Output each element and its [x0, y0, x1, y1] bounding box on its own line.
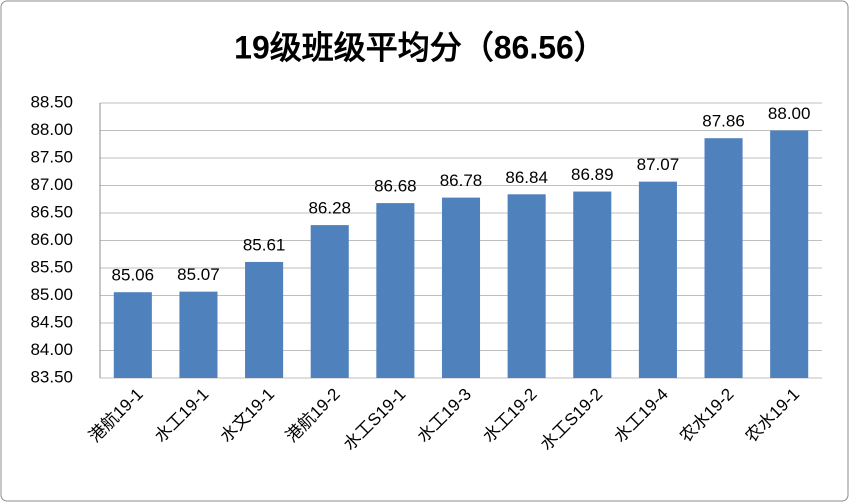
y-tick-label: 87.50	[30, 147, 73, 166]
bar	[638, 181, 677, 378]
value-label: 86.78	[440, 171, 483, 190]
chart-title: 19级班级平均分（86.56）	[234, 29, 606, 65]
y-tick-label: 86.50	[30, 202, 73, 221]
value-label: 85.61	[243, 235, 286, 254]
bar	[310, 225, 349, 378]
bar	[441, 197, 481, 378]
value-label: 86.68	[374, 177, 417, 196]
y-tick-label: 84.00	[30, 340, 73, 359]
y-tick-label: 86.00	[30, 230, 73, 249]
bar	[573, 191, 612, 378]
bar	[507, 194, 546, 378]
bar	[245, 261, 284, 378]
y-tick-label: 83.50	[30, 367, 73, 386]
bar	[179, 291, 218, 378]
y-tick-label: 85.00	[30, 285, 73, 304]
value-label: 85.07	[177, 265, 220, 284]
bar	[704, 138, 743, 378]
bar	[113, 292, 152, 378]
bar	[376, 203, 415, 378]
value-label: 86.84	[505, 168, 548, 187]
value-label: 88.00	[768, 104, 811, 123]
y-tick-label: 84.50	[30, 312, 73, 331]
bar	[770, 130, 809, 378]
y-tick-label: 88.50	[30, 92, 73, 111]
value-label: 85.06	[112, 266, 155, 285]
y-tick-label: 85.50	[30, 257, 73, 276]
y-tick-label: 87.00	[30, 175, 73, 194]
value-label: 87.86	[702, 112, 745, 131]
value-label: 86.28	[308, 199, 351, 218]
y-tick-label: 88.00	[30, 120, 73, 139]
value-label: 86.89	[571, 165, 614, 184]
value-label: 87.07	[637, 155, 680, 174]
